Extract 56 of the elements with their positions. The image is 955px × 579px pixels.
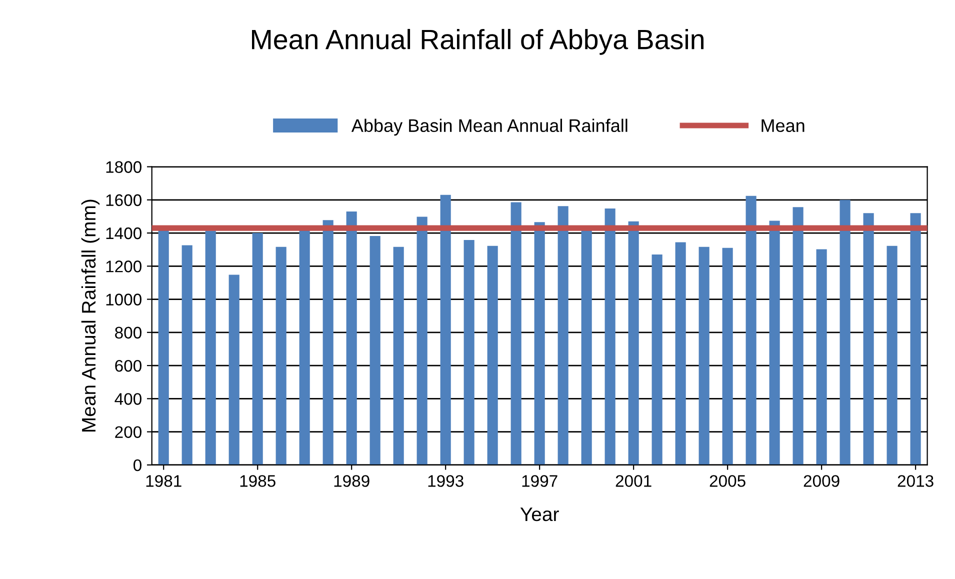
y-tick-label: 1800 [106, 161, 142, 173]
bar [840, 200, 850, 465]
x-axis-title: Year [520, 508, 559, 522]
y-tick-label: 200 [115, 426, 142, 438]
bar [370, 236, 380, 465]
x-tick-label: 1989 [334, 475, 370, 487]
bar [792, 207, 804, 465]
x-tick-label: 2009 [804, 475, 840, 487]
bar [746, 196, 756, 465]
x-tick-label: 1981 [146, 475, 182, 487]
y-tick-label: 1200 [106, 260, 142, 272]
bar [816, 249, 827, 465]
bar [416, 216, 428, 465]
y-tick-label: 1600 [106, 194, 142, 206]
bar [464, 240, 474, 465]
chart-title: Mean Annual Rainfall of Abbya Basin [252, 28, 704, 55]
bar [910, 213, 921, 465]
bar [581, 230, 592, 465]
legend-label: Mean [762, 119, 804, 132]
bar [228, 274, 240, 465]
bar [182, 245, 192, 465]
bar [558, 206, 568, 465]
y-tick-label: 400 [114, 393, 142, 405]
bar [534, 222, 545, 465]
bar [628, 221, 639, 465]
x-tick-label: 1985 [240, 475, 276, 487]
y-tick-label: 600 [115, 360, 142, 372]
bar [487, 246, 498, 465]
bar [863, 213, 874, 465]
bar [652, 254, 662, 465]
y-tick-label: 0 [134, 459, 142, 472]
legend-label: Abbay Basin Mean Annual Rainfall [351, 118, 628, 136]
bar [886, 246, 898, 465]
bar [722, 248, 733, 465]
y-axis-title: Mean Annual Rainfall (mm) [81, 200, 100, 432]
bar [675, 242, 686, 465]
x-tick-label: 1993 [428, 475, 464, 487]
bar [440, 194, 451, 465]
bar [510, 202, 522, 465]
x-tick-label: 1997 [522, 475, 558, 487]
y-tick-label: 1400 [106, 227, 142, 240]
bar [698, 246, 710, 465]
bar [604, 208, 616, 465]
y-tick-label: 1000 [106, 294, 142, 306]
bar [276, 246, 286, 465]
x-tick-label: 2001 [616, 475, 652, 487]
bar [205, 230, 216, 465]
bar [252, 233, 263, 465]
x-tick-label: 2005 [710, 475, 746, 487]
bar [769, 220, 780, 465]
bar [299, 230, 310, 465]
bar [393, 246, 404, 465]
y-tick-label: 800 [115, 326, 142, 339]
x-tick-label: 2013 [898, 475, 934, 487]
bar [346, 211, 357, 465]
bar [322, 220, 334, 465]
